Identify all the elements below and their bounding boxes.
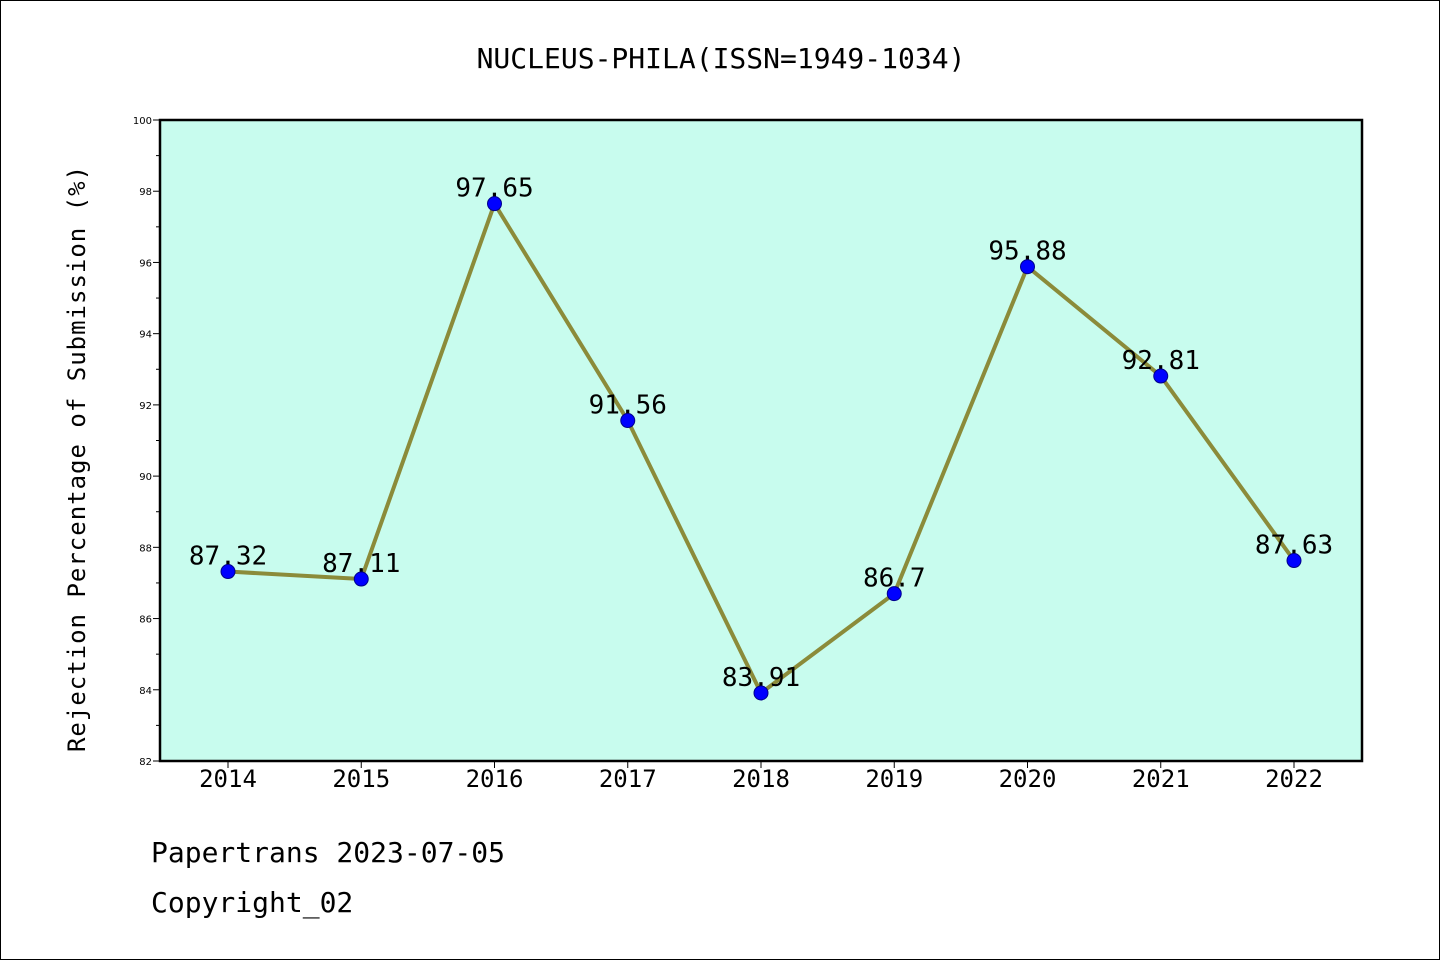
plot-area [160, 120, 1362, 761]
x-tick-label: 2015 [332, 765, 390, 793]
x-tick-label: 2022 [1265, 765, 1323, 793]
data-point [220, 564, 236, 580]
footer-date: Papertrans 2023-07-05 [151, 836, 506, 869]
y-axis-label: Rejection Percentage of Submission (%) [63, 165, 91, 752]
y-tick-label: 86 [139, 615, 152, 626]
y-tick-label: 88 [139, 543, 152, 554]
data-point [353, 571, 369, 587]
data-point [1153, 368, 1169, 384]
x-tick-label: 2018 [732, 765, 790, 793]
x-tick-label: 2016 [466, 765, 524, 793]
chart-title: NUCLEUS-PHILA(ISSN=1949-1034) [477, 42, 966, 75]
data-point [886, 586, 902, 602]
y-tick-label: 84 [139, 686, 152, 697]
y-tick-label: 82 [139, 757, 152, 768]
y-tick-label: 94 [139, 330, 152, 341]
x-tick-label: 2019 [865, 765, 923, 793]
x-tick-label: 2021 [1132, 765, 1190, 793]
y-tick-label: 92 [139, 401, 152, 412]
y-tick-label: 90 [139, 472, 152, 483]
data-point [1020, 259, 1035, 275]
y-tick-label: 100 [133, 116, 152, 127]
x-tick-label: 2014 [199, 765, 257, 793]
y-tick-label: 98 [139, 187, 152, 198]
data-point [620, 413, 636, 429]
data-point [753, 685, 769, 701]
footer-copyright: Copyright_02 [151, 886, 354, 919]
data-point [1286, 553, 1302, 569]
x-tick-label: 2020 [999, 765, 1057, 793]
y-tick-label: 96 [139, 258, 152, 269]
x-tick-label: 2017 [599, 765, 657, 793]
plot-frame [158, 118, 1364, 763]
data-point [487, 196, 502, 212]
